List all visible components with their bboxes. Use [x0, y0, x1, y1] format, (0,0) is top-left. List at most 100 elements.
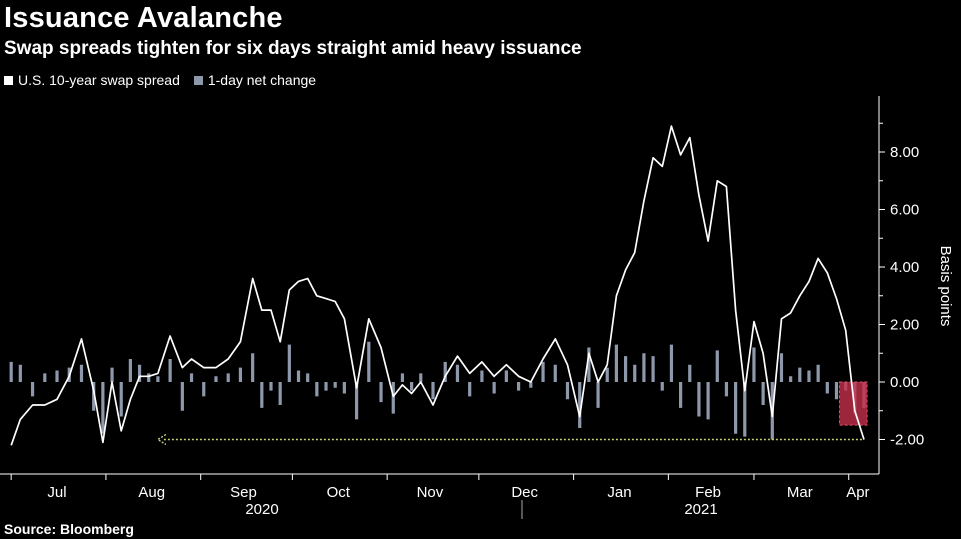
- bar-net-change: [119, 382, 123, 417]
- legend-label-swap-spread: U.S. 10-year swap spread: [18, 72, 180, 88]
- bar-net-change: [529, 382, 533, 388]
- bar-net-change: [468, 382, 472, 397]
- x-tick-label: Nov: [417, 484, 444, 501]
- chart-subtitle: Swap spreads tighten for six days straig…: [4, 38, 582, 59]
- bar-net-change: [816, 364, 820, 382]
- x-tick-label: Jan: [607, 484, 631, 501]
- bar-net-change: [779, 353, 784, 382]
- bar-net-change: [633, 364, 637, 382]
- bar-net-change: [30, 382, 35, 397]
- bar-net-change: [578, 382, 582, 428]
- x-tick-label: Dec: [511, 484, 538, 501]
- bar-net-change: [269, 382, 273, 391]
- bar-net-change: [410, 382, 414, 391]
- y-tick-label: 2.00: [890, 317, 919, 334]
- bar-net-change: [798, 367, 802, 382]
- legend-label-net-change: 1-day net change: [207, 72, 317, 88]
- bar-net-change: [541, 361, 545, 382]
- bar-net-change: [642, 353, 646, 382]
- bar-net-change: [55, 370, 59, 382]
- bar-net-change: [278, 382, 282, 405]
- bar-net-change: [9, 361, 13, 382]
- bar-net-change: [79, 364, 84, 382]
- bar-net-change: [180, 382, 184, 411]
- legend-swatch-swap-spread: [4, 75, 13, 85]
- bar-net-change: [605, 367, 609, 382]
- y-axis-label: Basis points: [937, 246, 954, 327]
- bar-net-change: [354, 382, 359, 420]
- legend-item-net-change: 1-day net change: [193, 72, 317, 88]
- bar-net-change: [260, 382, 264, 408]
- bar-net-change: [110, 367, 114, 382]
- bar-net-change: [761, 382, 765, 405]
- bar-net-change: [834, 382, 839, 400]
- source-note: Source: Bloomberg: [4, 521, 134, 537]
- bar-net-change: [101, 382, 105, 434]
- x-tick-label: Oct: [327, 484, 351, 501]
- legend-swatch-net-change: [193, 75, 203, 85]
- bar-net-change: [623, 356, 628, 382]
- axes: [0, 96, 880, 519]
- y-tick-label: 4.00: [890, 259, 919, 276]
- bar-net-change: [342, 382, 346, 394]
- bar-net-change: [743, 382, 747, 437]
- bar-net-change: [614, 344, 619, 382]
- bar-net-change: [391, 382, 395, 414]
- bar-net-change: [324, 382, 328, 391]
- y-tick-label: -2.00: [890, 432, 924, 449]
- bar-net-change: [238, 367, 243, 382]
- bar-net-change: [379, 382, 383, 403]
- bar-net-change: [678, 382, 683, 408]
- bar-net-change: [92, 382, 96, 411]
- bar-net-change: [734, 382, 738, 434]
- legend-item-swap-spread: U.S. 10-year swap spread: [4, 72, 180, 88]
- bar-net-change: [400, 373, 405, 382]
- legend: U.S. 10-year swap spread 1-day net chang…: [4, 72, 316, 88]
- bar-net-change: [18, 364, 22, 382]
- bar-net-change: [660, 382, 664, 391]
- y-tick-label: 0.00: [890, 374, 919, 391]
- bar-net-change: [306, 373, 310, 382]
- bar-net-change: [516, 382, 521, 391]
- bar-net-change: [807, 370, 811, 382]
- bar-net-change: [43, 373, 47, 382]
- bar-net-change: [480, 370, 484, 382]
- x-ticks: Jul Aug Sep Oct Nov Dec Jan Feb Mar Apr: [10, 474, 870, 501]
- x-tick-label: Mar: [787, 484, 813, 501]
- y-tick-label: 8.00: [890, 144, 919, 161]
- bar-net-change: [189, 373, 194, 382]
- bar-net-change: [202, 382, 206, 397]
- bar-net-change: [147, 373, 151, 382]
- bar-net-change: [651, 356, 655, 382]
- bar-net-change: [287, 344, 291, 382]
- line-swap-spread: [10, 125, 865, 446]
- line-series-swap-spread: [10, 125, 865, 446]
- bar-net-change: [492, 382, 496, 394]
- bar-net-change: [214, 376, 218, 382]
- y-ticks: -2.00 0.00 2.00 4.00 6.00 8.00: [879, 122, 924, 449]
- bar-net-change: [715, 350, 719, 382]
- bar-net-change: [168, 359, 172, 382]
- bar-net-change: [431, 382, 435, 400]
- bar-net-change: [128, 359, 132, 382]
- y-tick-label: 6.00: [890, 202, 919, 219]
- chart-title: Issuance Avalanche: [4, 2, 283, 34]
- bar-net-change: [752, 347, 756, 382]
- bar-net-change: [443, 361, 447, 382]
- bar-net-change: [697, 382, 701, 417]
- bar-net-change: [333, 382, 337, 388]
- bar-net-change: [706, 382, 710, 420]
- bar-series-net-change: [9, 341, 866, 440]
- bar-net-change: [315, 382, 319, 397]
- year-label-2020: 2020: [245, 501, 278, 518]
- x-tick-label: Apr: [846, 484, 869, 501]
- bar-net-change: [296, 370, 301, 382]
- bar-net-change: [565, 382, 570, 400]
- bar-net-change: [596, 382, 600, 408]
- annotations: [156, 381, 868, 446]
- bar-net-change: [156, 376, 160, 382]
- x-tick-label: Feb: [695, 484, 721, 501]
- bar-net-change: [669, 344, 674, 382]
- bar-net-change: [419, 373, 423, 382]
